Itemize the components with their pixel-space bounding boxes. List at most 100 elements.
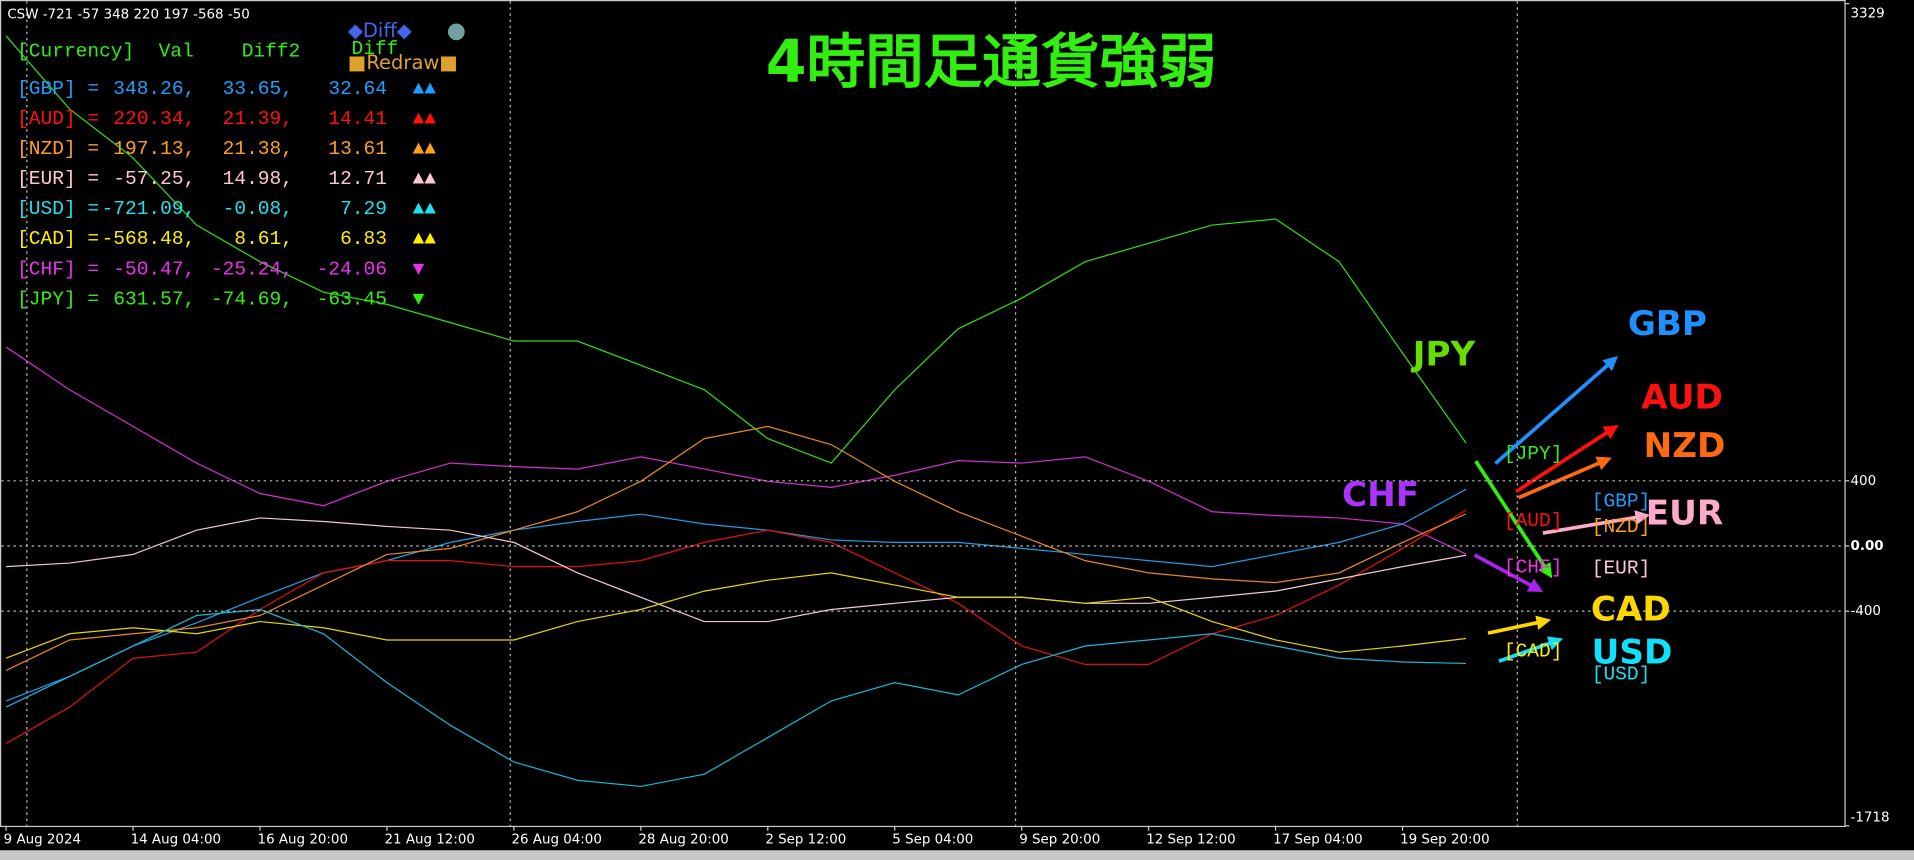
- panel-cell: 21.39,: [223, 108, 293, 130]
- panel-cell: ▲▲: [413, 78, 437, 100]
- x-tick-label: 12 Sep 12:00: [1146, 832, 1236, 847]
- panel-cell: ▲▲: [413, 228, 437, 250]
- annotation: [GBP]: [1592, 491, 1651, 513]
- y-tick-label: 400: [1851, 474, 1877, 489]
- panel-cell: ▲▲: [413, 198, 437, 220]
- x-tick-label: 9 Sep 20:00: [1019, 832, 1100, 847]
- series-line: [5, 488, 1467, 702]
- x-tick-label: 17 Sep 04:00: [1273, 832, 1363, 847]
- annotation: CAD: [1591, 590, 1671, 630]
- annotation: JPY: [1411, 335, 1477, 375]
- diff-legend: ◆Diff◆: [348, 19, 412, 42]
- panel-cell: [GBP] =: [17, 78, 99, 100]
- panel-header: [Currency]: [17, 40, 134, 62]
- panel-cell: [USD] =: [17, 198, 99, 220]
- arrow: [1517, 456, 1612, 500]
- series-line: [5, 509, 1467, 745]
- panel-cell: [NZD] =: [17, 138, 99, 160]
- panel-cell: [CHF] =: [17, 258, 99, 280]
- panel-header: Val: [159, 40, 194, 62]
- series-line: [5, 425, 1467, 671]
- annotation: NZD: [1644, 426, 1726, 466]
- y-tick-label: -400: [1851, 604, 1881, 619]
- annotation: CHF: [1342, 475, 1419, 515]
- annotation: USD: [1592, 632, 1673, 672]
- series-line: [5, 572, 1467, 659]
- panel-cell: 32.64: [328, 78, 387, 100]
- panel-header: Diff: [352, 38, 399, 60]
- panel-cell: 220.34,: [113, 108, 195, 130]
- panel-cell: -721.09,: [102, 198, 196, 220]
- annotation: [USD]: [1592, 664, 1651, 686]
- plot-frame: [0, 0, 1846, 828]
- arrow: [1494, 355, 1619, 465]
- panel-cell: -74.69,: [211, 288, 293, 310]
- panel-cell: 21.38,: [223, 138, 293, 160]
- panel-header: Diff2: [242, 40, 301, 62]
- arrow: [1498, 636, 1564, 663]
- panel-cell: 348.26,: [113, 78, 195, 100]
- panel-cell: [EUR] =: [17, 168, 99, 190]
- annotation: [EUR]: [1592, 558, 1651, 580]
- arrow: [1474, 460, 1553, 579]
- panel-cell: 14.98,: [223, 168, 293, 190]
- panel-cell: -0.08,: [223, 198, 293, 220]
- panel-cell: ▲▲: [413, 168, 437, 190]
- x-tick-label: 5 Sep 04:00: [892, 832, 973, 847]
- panel-cell: ▲▲: [413, 138, 437, 160]
- panel-cell: 33.65,: [223, 78, 293, 100]
- arrow: [1487, 615, 1552, 635]
- panel-cell: 12.71: [328, 168, 387, 190]
- status-text: CSW -721 -57 348 220 197 -568 -50: [7, 8, 249, 23]
- dot-legend: ●: [447, 19, 466, 44]
- panel-cell: 13.61: [328, 138, 387, 160]
- y-tick-label: 3329: [1851, 6, 1885, 21]
- annotation: [CAD]: [1504, 641, 1563, 663]
- x-tick-label: 14 Aug 04:00: [131, 832, 221, 847]
- bottom-tabs: [0, 850, 1914, 860]
- panel-cell: [AUD] =: [17, 108, 99, 130]
- panel-cell: -25.24,: [211, 258, 293, 280]
- annotation: GBP: [1628, 304, 1707, 344]
- series-line: [5, 35, 1467, 464]
- x-tick-label: 2 Sep 12:00: [765, 832, 846, 847]
- annotation: [AUD]: [1504, 510, 1563, 532]
- panel-cell: -63.45: [317, 288, 387, 310]
- panel-cell: ▲▲: [413, 108, 437, 130]
- arrow: [1542, 510, 1651, 535]
- panel-cell: 7.29: [340, 198, 387, 220]
- panel-cell: ▼: [413, 258, 425, 280]
- chart-title: 4時間足通貨強弱: [766, 28, 1217, 96]
- arrow: [1515, 424, 1619, 494]
- x-tick-label: 16 Aug 20:00: [258, 832, 348, 847]
- annotation: [CHF]: [1504, 556, 1563, 578]
- y-tick-label: 0.00: [1851, 539, 1884, 554]
- y-tick-label: -1718: [1851, 810, 1890, 825]
- panel-cell: -568.48,: [102, 228, 196, 250]
- panel-cell: [CAD] =: [17, 228, 99, 250]
- x-tick-label: 21 Aug 12:00: [385, 832, 475, 847]
- panel-cell: -57.25,: [113, 168, 195, 190]
- series-line: [5, 346, 1467, 555]
- series-line: [5, 608, 1467, 788]
- x-tick-label: 9 Aug 2024: [4, 832, 81, 847]
- panel-cell: 14.41: [328, 108, 387, 130]
- arrows: [1473, 355, 1651, 663]
- panel-cell: 8.61,: [234, 228, 293, 250]
- annotation: AUD: [1641, 377, 1723, 417]
- annotation: [NZD]: [1592, 516, 1651, 538]
- panel-cell: -50.47,: [113, 258, 195, 280]
- x-tick-label: 19 Sep 20:00: [1400, 832, 1490, 847]
- panel-cell: 6.83: [340, 228, 387, 250]
- annotation: [JPY]: [1504, 443, 1563, 465]
- redraw-legend: ■Redraw■: [348, 51, 458, 74]
- panel-cell: 197.13,: [113, 138, 195, 160]
- panel-cell: ▼: [413, 288, 425, 310]
- panel-cell: 631.57,: [113, 288, 195, 310]
- panel-cell: -24.06: [317, 258, 387, 280]
- annotation: EUR: [1646, 493, 1723, 533]
- x-tick-label: 28 Aug 20:00: [638, 832, 728, 847]
